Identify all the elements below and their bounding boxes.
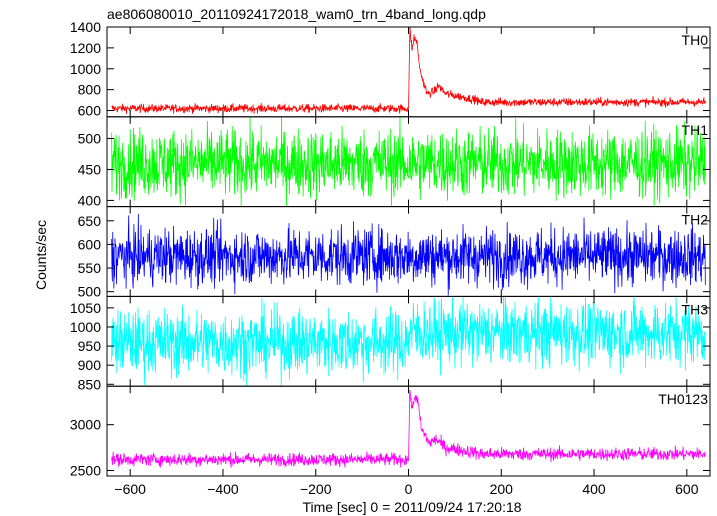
y-tick-label: 1200 xyxy=(70,40,101,56)
series-line-th3 xyxy=(111,296,706,387)
panel-th0: 600 800 1000 1200 1400 TH0 xyxy=(70,19,711,119)
x-axis-label: Time [sec] 0 = 2011/09/24 17:20:18 xyxy=(302,499,521,515)
series-line-th0 xyxy=(111,27,706,115)
y-tick-label: 650 xyxy=(78,213,102,229)
y-tick-label: 600 xyxy=(78,236,102,252)
panel-th3: 850 900 950 1000 1050 TH3 xyxy=(70,295,711,392)
panel-th1: 400 450 500 TH1 xyxy=(78,116,711,208)
y-tick-label: 500 xyxy=(78,284,102,300)
y-axis-label: Counts/sec xyxy=(33,220,49,290)
y-tick-label: 800 xyxy=(78,82,102,98)
y-tick-label: 600 xyxy=(78,103,102,119)
y-tick-label: 500 xyxy=(78,130,102,146)
band-label-th0: TH0 xyxy=(682,32,709,48)
x-tick-label: −400 xyxy=(207,481,239,497)
series-line-th1 xyxy=(111,116,706,207)
chart-title: ae806080010_20110924172018_wam0_trn_4ban… xyxy=(107,6,486,22)
y-tick-label: 1400 xyxy=(70,19,101,35)
x-tick-label: 0 xyxy=(405,481,413,497)
band-label-th0123: TH0123 xyxy=(658,391,708,407)
y-tick-label: 2500 xyxy=(70,463,101,479)
band-label-th3: TH3 xyxy=(682,301,709,317)
y-tick-label: 3000 xyxy=(70,417,101,433)
y-tick-label: 450 xyxy=(78,161,102,177)
y-tick-label: 1000 xyxy=(70,61,101,77)
band-label-th1: TH1 xyxy=(682,122,709,138)
y-tick-label: 550 xyxy=(78,260,102,276)
x-tick-label: 400 xyxy=(582,481,606,497)
y-tick-label: 400 xyxy=(78,192,102,208)
y-tick-label: 900 xyxy=(78,357,102,373)
band-label-th2: TH2 xyxy=(682,212,709,228)
panels-group: 600 800 1000 1200 1400 TH0 400 450 500 TH1 500 550 6… xyxy=(70,19,711,479)
series-line-th0123 xyxy=(111,389,706,468)
x-tick-label: −600 xyxy=(114,481,146,497)
panel-th0123: 2500 3000 TH0123 xyxy=(70,385,711,479)
panel-th2: 500 550 600 650 TH2 xyxy=(78,206,711,300)
y-tick-label: 1000 xyxy=(70,319,101,335)
x-axis: −600 −400 −200 0 200 400 600 xyxy=(114,481,698,497)
y-tick-label: 950 xyxy=(78,338,102,354)
y-tick-label: 850 xyxy=(78,376,102,392)
x-tick-label: −200 xyxy=(300,481,332,497)
x-tick-label: 200 xyxy=(490,481,514,497)
x-tick-label: 600 xyxy=(675,481,699,497)
y-tick-label: 1050 xyxy=(70,300,101,316)
series-line-th2 xyxy=(111,213,706,296)
